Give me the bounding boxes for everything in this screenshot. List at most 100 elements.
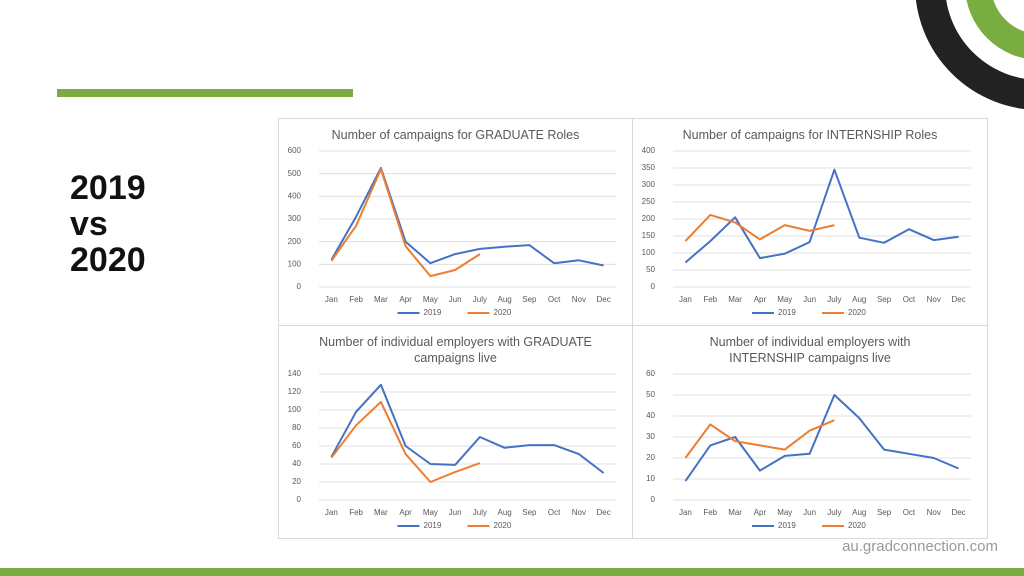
legend-label: 2020 (848, 308, 866, 317)
x-tick-label: Nov (572, 295, 586, 304)
bottom-bar (0, 568, 1024, 576)
x-tick-label: Aug (498, 508, 512, 517)
series-line (684, 168, 959, 264)
x-tick-label: Aug (852, 508, 866, 517)
x-tick-label: Jun (449, 508, 462, 517)
y-tick-label: 0 (651, 282, 656, 291)
heading-line: 2019 (70, 169, 146, 207)
x-tick-label: July (473, 508, 487, 517)
heading-line: vs (70, 205, 108, 243)
series-line (330, 383, 605, 474)
x-tick-label: July (827, 295, 841, 304)
chart: 0 20 40 60 80 100 120 140 Jan Feb Mar Apr May Jun July… (288, 369, 616, 530)
y-tick-label: 50 (646, 265, 655, 274)
series-line (684, 394, 959, 482)
x-tick-label: Feb (703, 295, 717, 304)
x-tick-label: Mar (728, 508, 742, 517)
x-tick-label: Oct (548, 508, 561, 517)
x-tick-label: Apr (754, 508, 767, 517)
x-tick-label: Apr (399, 295, 412, 304)
x-tick-label: Oct (903, 295, 916, 304)
y-tick-label: 0 (297, 495, 302, 504)
chart-panel: Number of campaigns for GRADUATE Roles 0… (278, 118, 633, 326)
y-tick-label: 60 (292, 441, 301, 450)
x-tick-label: Oct (548, 295, 561, 304)
y-tick-label: 600 (288, 146, 302, 155)
x-tick-label: July (827, 508, 841, 517)
chart-panel: Number of campaigns for INTERNSHIP Roles… (632, 118, 988, 326)
legend-label: 2020 (494, 521, 512, 530)
chart-title: Number of campaigns for INTERNSHIP Roles (682, 128, 938, 142)
chart: 0 50 100 150 200 250 300 350 400 Jan Feb Mar Apr May J… (642, 146, 971, 317)
x-tick-label: Dec (597, 508, 611, 517)
footer: au.gradconnection.com (842, 538, 998, 555)
x-tick-label: Apr (754, 295, 767, 304)
series-line (330, 400, 481, 483)
y-tick-label: 400 (642, 146, 656, 155)
y-tick-label: 0 (297, 282, 302, 291)
x-tick-label: Sep (877, 295, 892, 304)
y-tick-label: 30 (646, 432, 655, 441)
y-tick-label: 80 (292, 423, 301, 432)
x-tick-label: Mar (728, 295, 742, 304)
x-tick-label: Jun (449, 295, 462, 304)
ring-inner (966, 0, 1024, 59)
y-tick-label: 400 (288, 191, 302, 200)
y-tick-label: 40 (646, 411, 655, 420)
legend-label: 2020 (494, 308, 512, 317)
x-tick-label: Oct (903, 508, 916, 517)
x-tick-label: Nov (927, 295, 941, 304)
y-tick-label: 20 (292, 477, 301, 486)
heading-line: 2020 (70, 241, 146, 279)
y-tick-label: 0 (651, 495, 656, 504)
x-tick-label: Feb (349, 295, 363, 304)
x-tick-label: Dec (597, 295, 611, 304)
y-tick-label: 250 (642, 197, 656, 206)
x-tick-label: May (423, 508, 438, 517)
chart: 0 10 20 30 40 50 60 Jan Feb Mar Apr May Jun July Aug Se… (646, 369, 971, 530)
legend-label: 2020 (848, 521, 866, 530)
y-tick-label: 300 (288, 214, 302, 223)
x-tick-label: July (473, 295, 487, 304)
chart-title: Number of individual employers with GRAD… (319, 335, 592, 365)
heading: 2019 vs 2020 (70, 170, 146, 278)
y-tick-label: 100 (642, 248, 656, 257)
chart-title: Number of individual employers with INTE… (709, 335, 911, 365)
x-tick-label: Mar (374, 295, 388, 304)
y-tick-label: 350 (642, 163, 656, 172)
chart-title: Number of campaigns for GRADUATE Roles (331, 128, 580, 142)
series-line (330, 167, 604, 267)
x-tick-label: Aug (852, 295, 866, 304)
chart-panel: Number of individual employers with GRAD… (278, 325, 633, 539)
x-tick-label: Sep (522, 295, 537, 304)
x-tick-label: Mar (374, 508, 388, 517)
x-tick-label: Jan (679, 295, 692, 304)
y-tick-label: 120 (288, 387, 302, 396)
x-tick-label: Jan (679, 508, 692, 517)
legend-label: 2019 (778, 521, 796, 530)
y-tick-label: 300 (642, 180, 656, 189)
x-tick-label: Apr (399, 508, 412, 517)
series-line (684, 213, 835, 242)
x-tick-label: Jan (325, 508, 338, 517)
legend-label: 2019 (778, 308, 796, 317)
y-tick-label: 20 (646, 453, 655, 462)
x-tick-label: Dec (951, 508, 965, 517)
series-line (684, 419, 835, 459)
series-line (330, 168, 481, 278)
x-tick-label: Sep (877, 508, 892, 517)
x-tick-label: May (777, 508, 792, 517)
y-tick-label: 150 (642, 231, 656, 240)
y-tick-label: 140 (288, 369, 302, 378)
x-tick-label: May (777, 295, 792, 304)
chart: 0 100 200 300 400 500 600 Jan Feb Mar Apr May Jun Jul… (288, 146, 616, 317)
y-tick-label: 100 (288, 259, 302, 268)
x-tick-label: Nov (927, 508, 941, 517)
y-tick-label: 50 (646, 390, 655, 399)
y-tick-label: 200 (288, 237, 302, 246)
y-tick-label: 500 (288, 169, 302, 178)
chart-panel: Number of individual employers with INTE… (632, 325, 988, 539)
x-tick-label: Dec (951, 295, 965, 304)
accent-bar (57, 89, 353, 97)
